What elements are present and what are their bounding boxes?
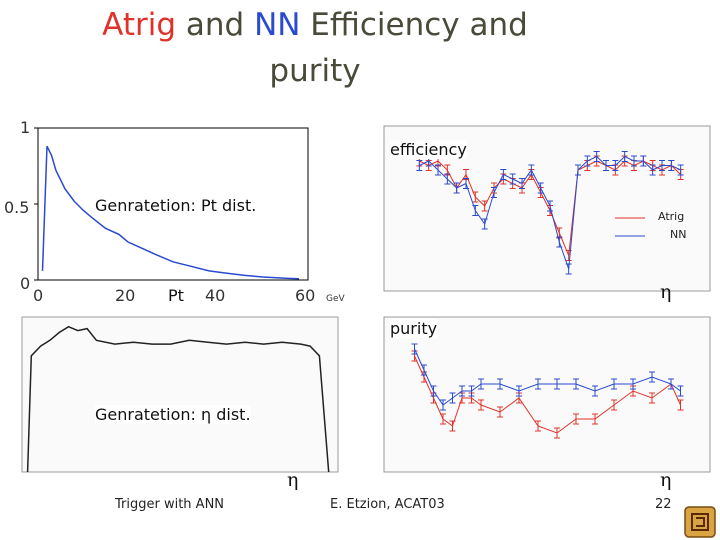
purity-panel: purity η — [360, 313, 720, 491]
pt-xtick: 20 — [115, 286, 136, 305]
pt-ytick: 0.5 — [4, 198, 30, 217]
footer-left: Trigger with ANN — [115, 497, 225, 512]
title-efficiency: Efficiency and — [300, 7, 528, 43]
purity-plot-area — [411, 343, 684, 439]
efficiency-xlabel: η — [660, 281, 672, 303]
eta-dist-chart — [21, 316, 339, 473]
legend-nn: NN — [670, 228, 687, 241]
efficiency-panel: efficiency Atrig NN η — [360, 118, 720, 313]
purity-label: purity — [390, 319, 438, 338]
page-number: 22 — [655, 497, 672, 512]
eta-dist-label: Genratetion: η dist. — [95, 405, 251, 424]
footer-center: E. Etzion, ACAT03 — [330, 497, 445, 512]
pt-dist-panel: 1 0.5 0 0 20 40 60 Pt GeV Genratetion: P… — [0, 118, 360, 313]
eta-dist-plot-area — [26, 325, 330, 473]
pt-xtick: 40 — [205, 286, 226, 305]
pt-xtick: 60 — [295, 286, 316, 305]
series-line-pt — [41, 145, 300, 280]
legend-atrig: Atrig — [658, 210, 685, 223]
gev-unit: GeV — [326, 294, 345, 304]
pt-ytick: 1 — [20, 118, 31, 137]
eta-dist-xlabel: η — [287, 469, 299, 491]
pt-xlabel: Pt — [168, 286, 184, 305]
eta-dist-panel: Genratetion: η dist. η — [0, 313, 360, 491]
title-purity: purity — [269, 53, 361, 89]
pt-dist-plot-area — [41, 145, 300, 280]
pt-xtick: 0 — [33, 286, 44, 305]
pt-ytick: 0 — [20, 274, 31, 293]
title-nn: NN — [254, 7, 301, 43]
slide-title: Atrig and NN Efficiency and purity — [0, 2, 630, 94]
title-atrig: Atrig — [102, 7, 177, 43]
institution-logo-icon — [684, 506, 716, 538]
pt-dist-label: Genratetion: Pt dist. — [95, 196, 257, 215]
efficiency-plot-area — [416, 151, 684, 275]
pt-dist-chart — [34, 127, 309, 281]
series-line-eta — [26, 325, 330, 473]
efficiency-label: efficiency — [390, 140, 467, 159]
purity-xlabel: η — [660, 469, 672, 491]
title-and: and — [176, 7, 255, 43]
purity-chart — [383, 316, 711, 473]
